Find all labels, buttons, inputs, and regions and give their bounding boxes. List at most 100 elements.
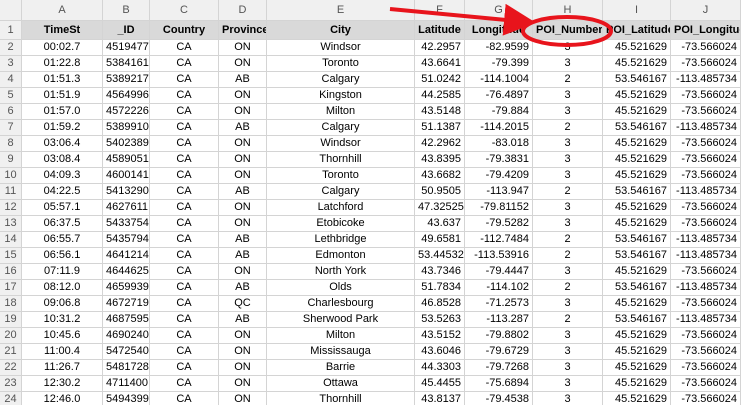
cell: 5384161 — [103, 56, 150, 72]
column-letter: D — [219, 0, 267, 21]
cell: AB — [219, 248, 267, 264]
header-cell: TimeSt — [22, 21, 103, 40]
cell: 3 — [533, 40, 603, 56]
cell: 5433754 — [103, 216, 150, 232]
cell: 04:09.3 — [22, 168, 103, 184]
cell: 2 — [533, 72, 603, 88]
cell: 51.1387 — [415, 120, 465, 136]
cell: 3 — [533, 104, 603, 120]
cell: AB — [219, 312, 267, 328]
cell: -73.566024 — [671, 88, 741, 104]
row-number: 2 — [0, 40, 22, 56]
cell: 43.5152 — [415, 328, 465, 344]
cell: 11:00.4 — [22, 344, 103, 360]
row-number: 18 — [0, 296, 22, 312]
cell: CA — [150, 392, 219, 405]
cell: North York — [267, 264, 415, 280]
cell: 45.521629 — [603, 264, 671, 280]
cell: Calgary — [267, 184, 415, 200]
cell: ON — [219, 216, 267, 232]
column-letter: J — [671, 0, 741, 21]
cell: Edmonton — [267, 248, 415, 264]
cell: -112.7484 — [465, 232, 533, 248]
cell: Thornhill — [267, 152, 415, 168]
cell: 45.4455 — [415, 376, 465, 392]
row-number: 16 — [0, 264, 22, 280]
cell: 04:22.5 — [22, 184, 103, 200]
cell: 4687595 — [103, 312, 150, 328]
cell: 4600141 — [103, 168, 150, 184]
cell: -73.566024 — [671, 136, 741, 152]
cell: Windsor — [267, 136, 415, 152]
cell: CA — [150, 72, 219, 88]
cell: 50.9505 — [415, 184, 465, 200]
cell: CA — [150, 56, 219, 72]
cell: 45.521629 — [603, 40, 671, 56]
cell: 43.637 — [415, 216, 465, 232]
cell: 3 — [533, 56, 603, 72]
cell: -113.485734 — [671, 312, 741, 328]
cell: -114.2015 — [465, 120, 533, 136]
cell: 4519477 — [103, 40, 150, 56]
cell: 4589051 — [103, 152, 150, 168]
cell: 49.6581 — [415, 232, 465, 248]
cell: -73.566024 — [671, 56, 741, 72]
cell: 2 — [533, 120, 603, 136]
cell: 10:31.2 — [22, 312, 103, 328]
cell: 42.2962 — [415, 136, 465, 152]
row-number: 12 — [0, 200, 22, 216]
cell: 3 — [533, 392, 603, 405]
cell: Olds — [267, 280, 415, 296]
cell: Barrie — [267, 360, 415, 376]
cell: ON — [219, 104, 267, 120]
cell: 53.546167 — [603, 232, 671, 248]
column-letter: E — [267, 0, 415, 21]
cell: -114.102 — [465, 280, 533, 296]
header-cell: Province — [219, 21, 267, 40]
cell: 5389910 — [103, 120, 150, 136]
cell: ON — [219, 328, 267, 344]
cell: Etobicoke — [267, 216, 415, 232]
cell: -73.566024 — [671, 376, 741, 392]
cell: 5481728 — [103, 360, 150, 376]
cell: 00:02.7 — [22, 40, 103, 56]
row-number: 10 — [0, 168, 22, 184]
cell: -73.566024 — [671, 168, 741, 184]
cell: -79.5282 — [465, 216, 533, 232]
row-number: 13 — [0, 216, 22, 232]
cell: 01:59.2 — [22, 120, 103, 136]
row-number: 8 — [0, 136, 22, 152]
cell: Toronto — [267, 56, 415, 72]
cell: 4627611 — [103, 200, 150, 216]
cell: 4644625 — [103, 264, 150, 280]
cell: AB — [219, 72, 267, 88]
cell: 53.546167 — [603, 184, 671, 200]
cell: 01:57.0 — [22, 104, 103, 120]
cell: 45.521629 — [603, 168, 671, 184]
column-letter: I — [603, 0, 671, 21]
cell: 12:46.0 — [22, 392, 103, 405]
column-letter: F — [415, 0, 465, 21]
cell: ON — [219, 376, 267, 392]
cell: 03:08.4 — [22, 152, 103, 168]
cell: -73.566024 — [671, 40, 741, 56]
cell: -73.566024 — [671, 264, 741, 280]
cell: -79.81152 — [465, 200, 533, 216]
cell: 45.521629 — [603, 104, 671, 120]
row-number: 19 — [0, 312, 22, 328]
cell: 5472540 — [103, 344, 150, 360]
cell: Ottawa — [267, 376, 415, 392]
cell: 10:45.6 — [22, 328, 103, 344]
header-cell: Latitude — [415, 21, 465, 40]
row-number: 24 — [0, 392, 22, 405]
row-number: 17 — [0, 280, 22, 296]
cell: -73.566024 — [671, 392, 741, 405]
cell: CA — [150, 200, 219, 216]
cell: 3 — [533, 328, 603, 344]
cell: 5435794 — [103, 232, 150, 248]
row-number: 14 — [0, 232, 22, 248]
cell: 11:26.7 — [22, 360, 103, 376]
cell: Calgary — [267, 120, 415, 136]
cell: -113.485734 — [671, 232, 741, 248]
cell: Latchford — [267, 200, 415, 216]
